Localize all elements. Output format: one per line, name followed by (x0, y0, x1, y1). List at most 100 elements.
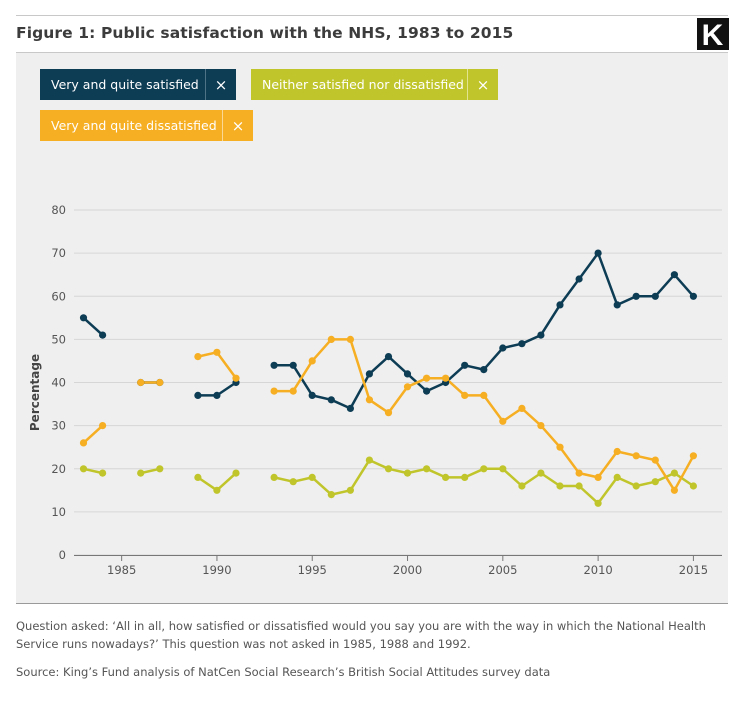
data-point-2 (99, 422, 107, 430)
y-tick-label: 10 (51, 505, 66, 519)
x-tick-label: 2005 (488, 563, 517, 577)
data-point-0 (480, 366, 488, 374)
data-point-2 (137, 378, 145, 387)
x-tick-label: 1985 (107, 563, 136, 577)
data-point-1 (384, 465, 393, 473)
data-point-2 (575, 469, 583, 477)
data-point-1 (423, 465, 431, 473)
data-point-2 (480, 391, 488, 399)
data-point-2 (556, 443, 564, 451)
legend-chip-satisfied[interactable]: Very and quite satisfied × (40, 69, 236, 100)
legend-chip-dissatisfied[interactable]: Very and quite dissatisfied × (40, 110, 253, 141)
figure-title: Figure 1: Public satisfaction with the N… (16, 24, 514, 42)
data-point-0 (632, 292, 640, 300)
data-point-2 (594, 473, 602, 481)
data-point-2 (79, 439, 88, 447)
data-point-0 (575, 275, 583, 283)
y-tick-label: 30 (51, 419, 66, 433)
y-tick-label: 50 (51, 332, 66, 346)
data-point-1 (403, 469, 412, 477)
data-point-1 (461, 473, 469, 481)
kings-fund-logo: K (697, 18, 729, 50)
data-point-0 (308, 391, 316, 399)
data-point-1 (480, 465, 488, 473)
data-point-2 (689, 452, 698, 460)
data-point-2 (327, 335, 335, 343)
data-point-1 (499, 465, 507, 473)
data-point-2 (442, 374, 450, 382)
data-point-1 (156, 465, 164, 473)
data-point-2 (613, 447, 621, 456)
y-tick-label: 0 (59, 548, 66, 562)
data-point-2 (461, 391, 469, 399)
data-point-2 (632, 452, 640, 460)
data-point-1 (632, 482, 640, 490)
logo-letter: K (702, 19, 724, 50)
series-line-0 (82, 316, 104, 337)
data-point-0 (346, 404, 354, 412)
data-point-1 (556, 482, 564, 490)
x-tick-label: 1990 (202, 563, 231, 577)
data-point-2 (651, 456, 659, 464)
data-point-1 (194, 473, 202, 481)
data-point-2 (194, 353, 202, 361)
y-axis-label: Percentage (28, 354, 42, 431)
data-point-0 (556, 301, 564, 309)
data-point-0 (651, 292, 659, 300)
series-line-0 (272, 251, 695, 410)
data-point-0 (689, 292, 698, 300)
data-point-0 (670, 271, 679, 279)
data-point-0 (403, 370, 412, 378)
data-point-0 (194, 391, 202, 399)
close-icon[interactable]: × (214, 75, 228, 94)
x-tick-label: 2015 (679, 563, 708, 577)
y-tick-label: 80 (51, 203, 66, 217)
data-point-0 (537, 331, 545, 339)
data-point-1 (670, 469, 679, 477)
data-point-1 (594, 499, 602, 507)
data-point-0 (461, 361, 469, 369)
data-point-1 (442, 473, 450, 481)
notes: Question asked: ‘All in all, how satisfi… (16, 617, 728, 691)
bottom-rule (16, 603, 728, 604)
data-point-1 (613, 473, 621, 481)
legend-separator (467, 69, 468, 100)
data-point-0 (518, 340, 526, 348)
close-icon[interactable]: × (231, 116, 245, 135)
chart-panel (16, 53, 728, 603)
data-point-2 (403, 383, 412, 391)
data-point-0 (213, 391, 221, 399)
legend-label-satisfied: Very and quite satisfied (51, 77, 199, 92)
data-point-1 (270, 473, 278, 481)
legend-label-dissatisfied: Very and quite dissatisfied (51, 118, 217, 133)
data-point-0 (327, 396, 335, 404)
data-point-2 (670, 486, 679, 494)
legend-separator (222, 110, 223, 141)
data-point-1 (575, 482, 583, 490)
series-line-2 (82, 424, 104, 445)
series-line-2 (196, 351, 238, 380)
data-point-0 (384, 353, 393, 361)
close-icon[interactable]: × (476, 75, 490, 94)
data-point-2 (156, 378, 164, 387)
data-point-1 (518, 482, 526, 490)
x-tick-label: 2000 (393, 563, 422, 577)
legend-chip-neither[interactable]: Neither satisfied nor dissatisfied × (251, 69, 498, 100)
data-point-2 (289, 387, 297, 395)
data-point-1 (651, 478, 659, 486)
data-point-1 (689, 482, 698, 490)
legend-label-neither: Neither satisfied nor dissatisfied (262, 77, 464, 92)
data-point-2 (213, 348, 221, 356)
data-point-2 (499, 417, 507, 425)
data-point-1 (232, 469, 240, 477)
y-tick-label: 70 (51, 246, 66, 260)
y-tick-label: 40 (51, 376, 66, 390)
source-note: Source: King’s Fund analysis of NatCen S… (16, 665, 551, 679)
data-point-2 (537, 422, 545, 430)
data-point-0 (99, 331, 107, 339)
y-tick-label: 20 (51, 462, 66, 476)
data-point-0 (613, 301, 621, 309)
data-point-2 (365, 396, 373, 404)
data-point-1 (537, 469, 545, 477)
